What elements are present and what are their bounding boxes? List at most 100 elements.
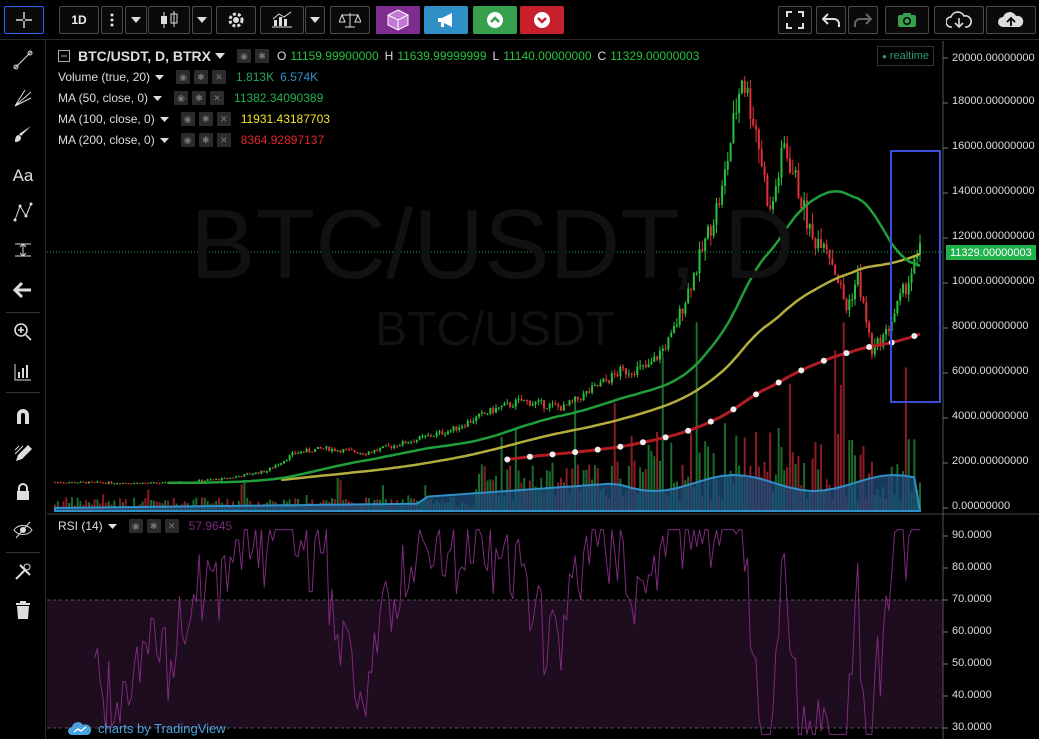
- fullscreen-button[interactable]: [778, 6, 812, 34]
- watermark-small: BTC/USDT: [375, 303, 615, 356]
- undo-button[interactable]: [816, 6, 846, 34]
- symbol-title[interactable]: BTC/USDT, D, BTRX: [78, 48, 211, 64]
- gear-icon[interactable]: ✱: [198, 112, 213, 126]
- price-axis-label: 6000.00000000: [952, 365, 1029, 377]
- volume-legend: Volume (true, 20) ◉ ✱ ✕ 1.813K 6.574K: [58, 70, 318, 84]
- back-tool[interactable]: [8, 276, 38, 304]
- candle-body: [328, 446, 331, 452]
- eye-icon[interactable]: ◉: [128, 519, 143, 533]
- candle-body: [446, 431, 449, 435]
- chevron-down-icon[interactable]: [215, 53, 225, 59]
- candle-body: [554, 403, 557, 405]
- announcement-button[interactable]: [424, 6, 468, 34]
- eye-icon[interactable]: ◉: [176, 70, 191, 84]
- measure-tool[interactable]: [8, 236, 38, 264]
- indicator-name[interactable]: MA (100, close, 0): [58, 112, 155, 126]
- down-button[interactable]: [520, 6, 564, 34]
- close-icon[interactable]: ✕: [164, 519, 179, 533]
- candle-body: [158, 483, 161, 485]
- candle-body: [526, 400, 529, 402]
- candle-body: [302, 451, 305, 453]
- chevron-down-icon[interactable]: [155, 74, 165, 80]
- brush-tool[interactable]: [8, 120, 38, 148]
- candle-body: [687, 288, 690, 304]
- bars-pattern-tool[interactable]: [8, 358, 38, 386]
- chevron-down-icon[interactable]: [159, 137, 169, 143]
- camera-icon: [898, 13, 916, 27]
- trend-line-tool[interactable]: [8, 46, 38, 74]
- close-icon[interactable]: ✕: [212, 70, 227, 84]
- stay-in-drawing-tool[interactable]: [8, 440, 38, 468]
- snapshot-button[interactable]: [885, 6, 929, 34]
- candle-body: [119, 483, 122, 485]
- zoom-tool[interactable]: [8, 318, 38, 346]
- ma-marker-dot: [775, 379, 782, 386]
- candle-body: [856, 272, 859, 285]
- delete-tool[interactable]: [8, 596, 38, 624]
- candle-body: [130, 483, 133, 485]
- crosshair-tool-button[interactable]: [4, 6, 44, 34]
- gear-icon[interactable]: ✱: [255, 49, 269, 63]
- close-icon[interactable]: ✕: [210, 91, 225, 105]
- zoom-in-icon: [14, 323, 32, 341]
- load-chart-button[interactable]: [934, 6, 984, 34]
- volume-bar: [658, 460, 661, 511]
- candle-body: [322, 448, 325, 450]
- indicators-dropdown-button[interactable]: [305, 6, 325, 34]
- save-chart-button[interactable]: [986, 6, 1036, 34]
- close-icon[interactable]: ✕: [216, 133, 231, 147]
- price-axis-label: 18000.00000000: [952, 95, 1035, 107]
- candle-body: [54, 482, 56, 484]
- rsi-name[interactable]: RSI (14): [58, 519, 103, 533]
- candle-body: [534, 401, 537, 405]
- indicator-name[interactable]: MA (50, close, 0): [58, 91, 149, 105]
- gear-icon[interactable]: ✱: [192, 91, 207, 105]
- collapse-icon[interactable]: [58, 50, 70, 62]
- compare-button[interactable]: [330, 6, 370, 34]
- fib-tool[interactable]: [8, 84, 38, 112]
- interval-dropdown-button[interactable]: [125, 6, 147, 34]
- volume-bar: [76, 497, 79, 511]
- gear-icon[interactable]: ✱: [194, 70, 209, 84]
- eye-icon[interactable]: ◉: [180, 112, 195, 126]
- candle-body: [788, 158, 791, 173]
- ma-marker-dot: [617, 443, 624, 450]
- eye-icon[interactable]: ◉: [174, 91, 189, 105]
- candle-body: [565, 404, 568, 406]
- more-intervals-button[interactable]: [101, 6, 123, 34]
- close-icon[interactable]: ✕: [216, 112, 231, 126]
- volume-bar: [811, 458, 814, 511]
- chevron-down-icon[interactable]: [153, 95, 163, 101]
- chart-style-button[interactable]: [148, 6, 190, 34]
- hide-drawings-tool[interactable]: [8, 516, 38, 544]
- main-pane-bg: [47, 41, 943, 512]
- gear-icon[interactable]: ✱: [198, 133, 213, 147]
- interval-button[interactable]: 1D: [59, 6, 99, 34]
- settings-button[interactable]: [216, 6, 256, 34]
- candle-body: [62, 482, 65, 484]
- candle-body: [212, 479, 215, 481]
- magnet-tool[interactable]: [8, 402, 38, 430]
- chevron-down-icon[interactable]: [159, 116, 169, 122]
- candle-body: [393, 445, 396, 448]
- indicator-name[interactable]: MA (200, close, 0): [58, 133, 155, 147]
- volume-bar: [381, 485, 384, 511]
- redo-button[interactable]: [848, 6, 878, 34]
- cube-button[interactable]: [376, 6, 420, 34]
- tradingview-brand[interactable]: charts by TradingView: [68, 720, 226, 736]
- text-tool[interactable]: Aa: [8, 162, 38, 190]
- indicators-button[interactable]: [260, 6, 304, 34]
- lock-tool[interactable]: [8, 478, 38, 506]
- eye-icon[interactable]: ◉: [237, 49, 251, 63]
- up-button[interactable]: [473, 6, 517, 34]
- indicator-name[interactable]: Volume (true, 20): [58, 70, 151, 84]
- chevron-down-icon[interactable]: [107, 523, 117, 529]
- chart-style-dropdown-button[interactable]: [192, 6, 212, 34]
- candle-body: [364, 454, 367, 456]
- eye-icon[interactable]: ◉: [180, 133, 195, 147]
- remove-drawings-tool[interactable]: [8, 558, 38, 586]
- pattern-tool[interactable]: [8, 198, 38, 226]
- gear-icon[interactable]: ✱: [146, 519, 161, 533]
- low-value: 11140.00000000: [503, 49, 592, 63]
